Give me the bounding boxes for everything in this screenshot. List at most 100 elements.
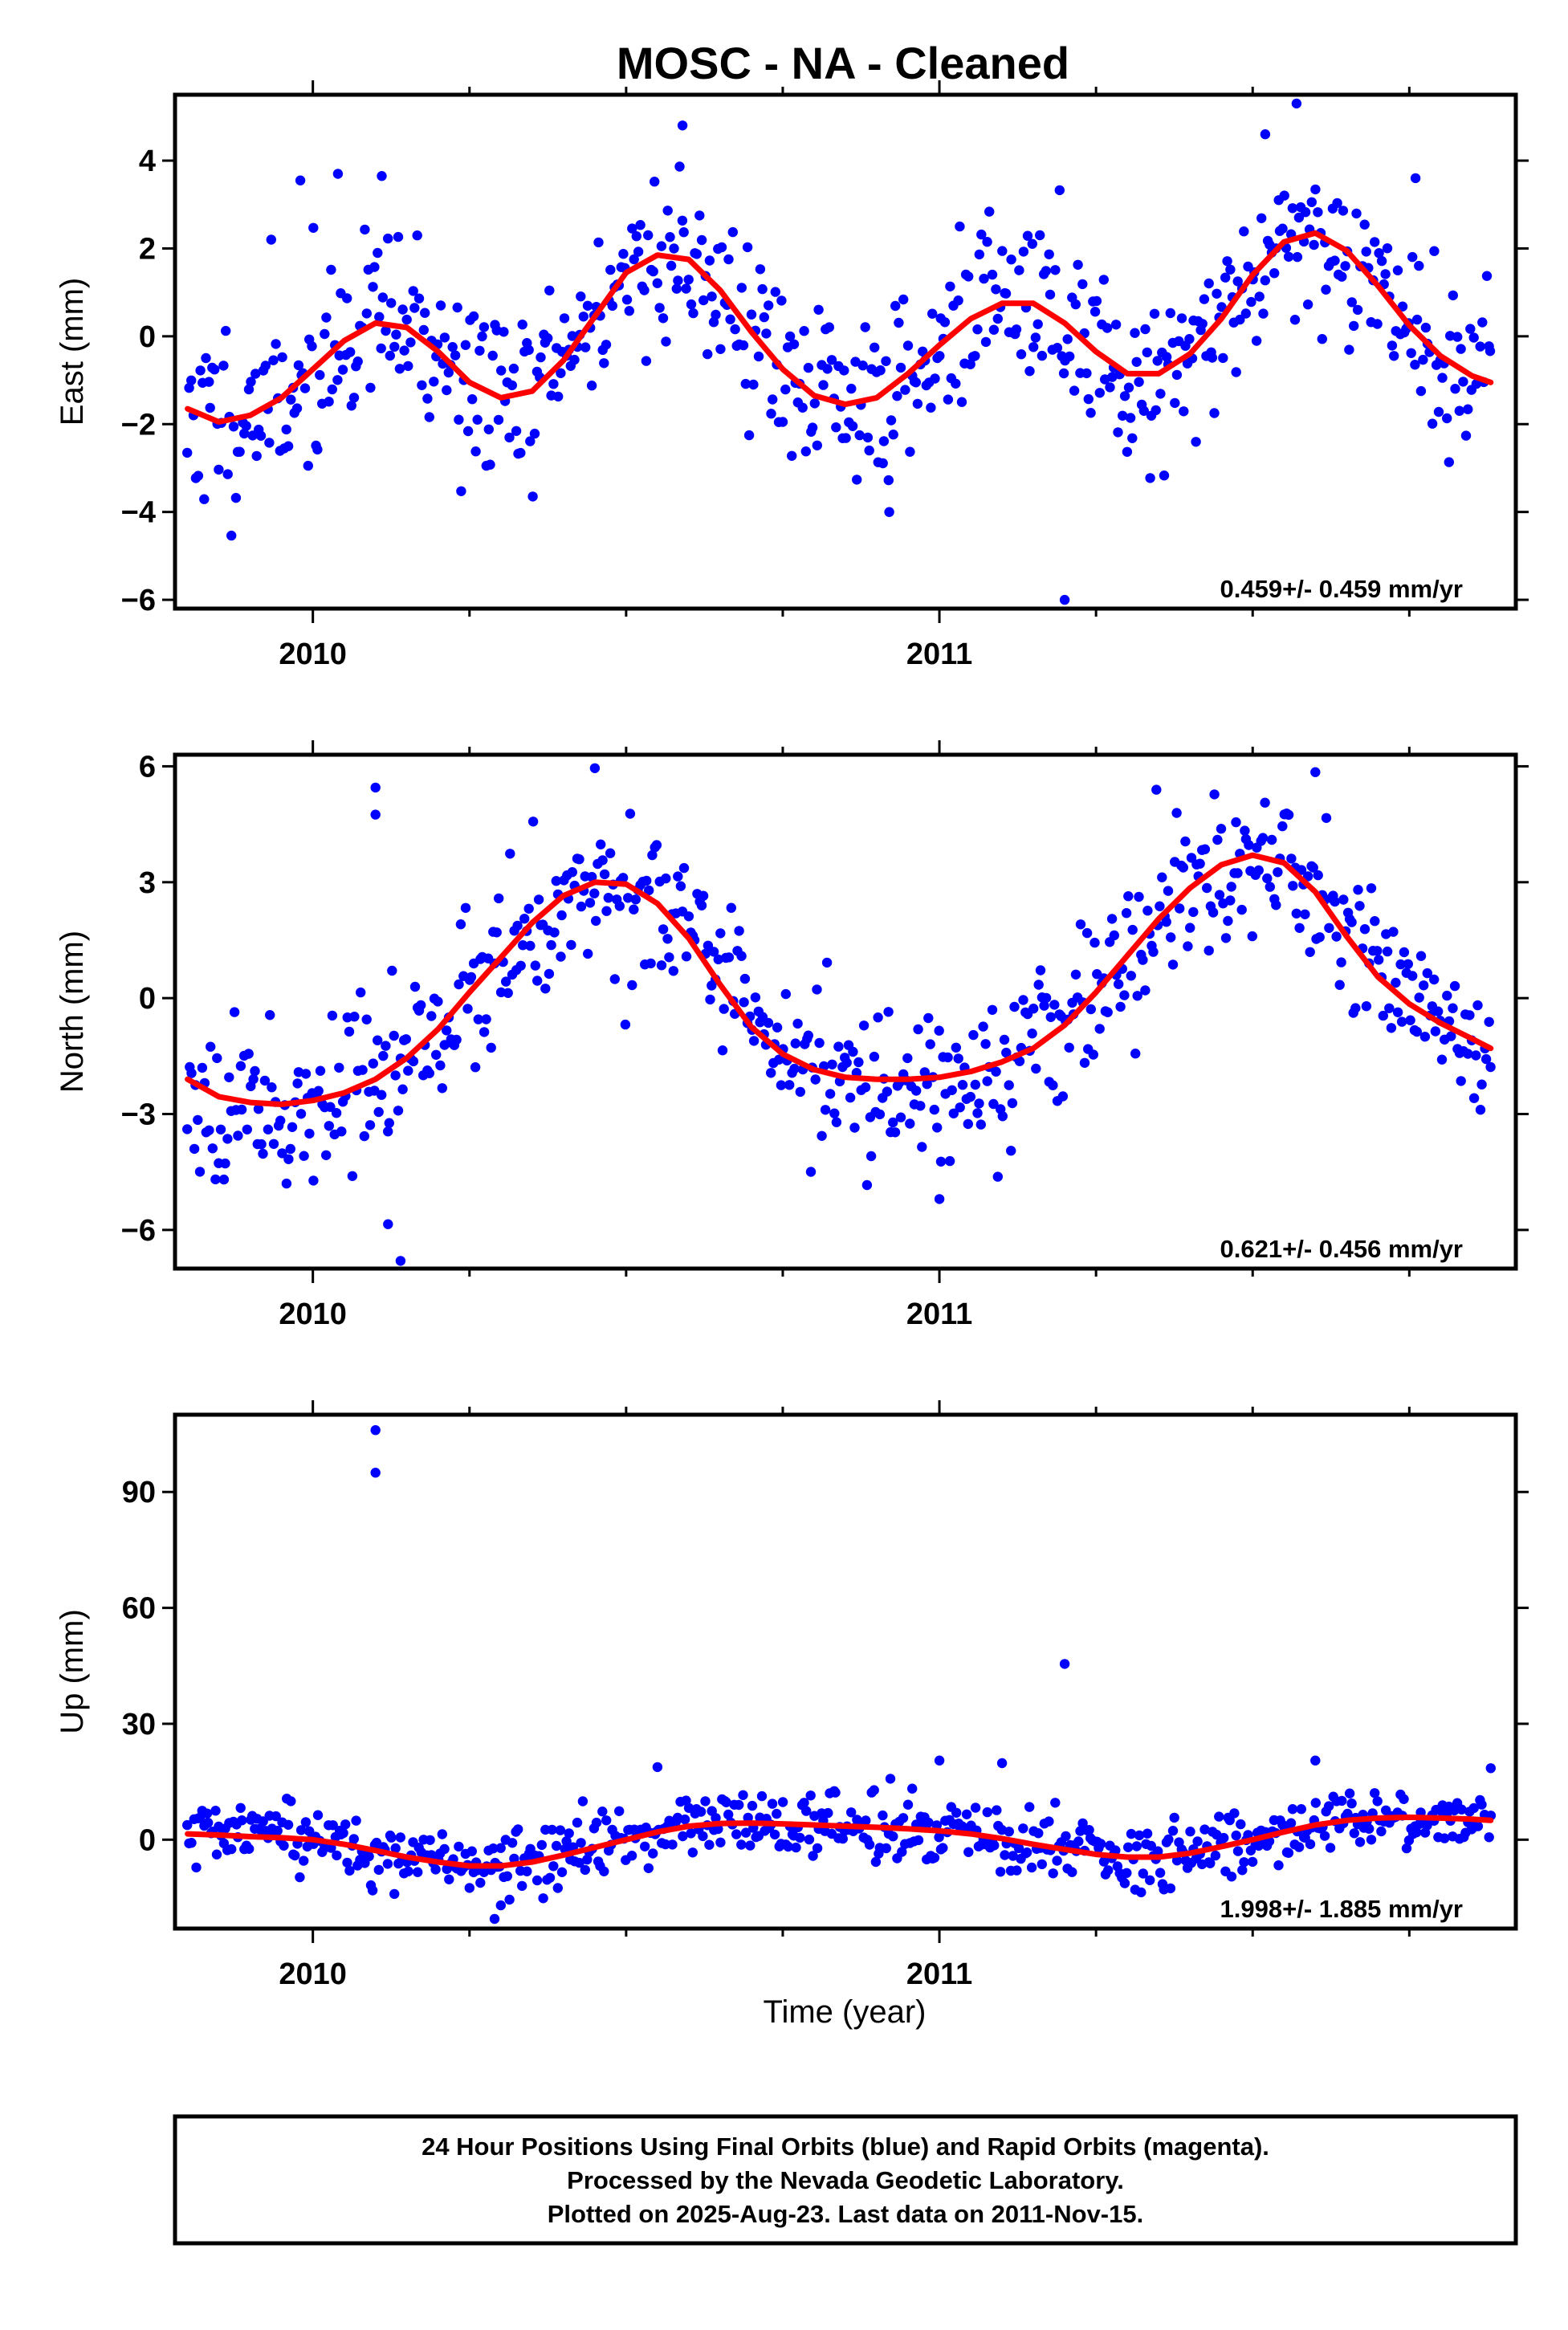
data-point [435, 1060, 446, 1071]
data-point [467, 394, 478, 405]
data-point [1353, 885, 1363, 895]
data-point [493, 414, 504, 426]
data-point [1098, 275, 1110, 285]
data-point [285, 1143, 295, 1155]
data-point [905, 1118, 915, 1129]
data-point [313, 1086, 324, 1096]
data-point [485, 459, 495, 470]
data-point [988, 324, 1000, 335]
data-point [1293, 212, 1305, 223]
data-point [963, 1847, 974, 1857]
data-point [686, 1828, 696, 1839]
data-point [300, 1069, 312, 1079]
data-point [265, 1010, 275, 1020]
data-point [730, 324, 740, 335]
data-point [1330, 255, 1340, 266]
data-point [382, 1859, 393, 1869]
data-point [845, 1092, 856, 1103]
data-point [1037, 1859, 1048, 1870]
data-point [491, 927, 502, 938]
data-point [331, 1108, 342, 1118]
outlier-point [1310, 1755, 1321, 1766]
data-point [601, 340, 612, 350]
data-point [1126, 1828, 1137, 1839]
x-tick-label: 2011 [906, 1957, 972, 1991]
data-point [525, 940, 536, 951]
data-point [740, 1827, 751, 1838]
data-point [626, 1851, 637, 1861]
data-point [576, 1838, 586, 1848]
data-point [1073, 259, 1083, 270]
data-point [391, 329, 401, 340]
data-point [795, 1832, 805, 1843]
data-point [1107, 372, 1118, 382]
data-point [864, 1839, 875, 1850]
data-point [853, 1057, 864, 1068]
data-point [1430, 1026, 1441, 1037]
data-point [1415, 951, 1427, 961]
data-point [711, 309, 721, 320]
data-point [992, 313, 1004, 324]
data-point [1122, 1868, 1132, 1878]
data-points [182, 98, 1496, 605]
data-point [1374, 955, 1384, 965]
data-point [1165, 308, 1176, 319]
data-point [698, 1831, 708, 1842]
data-point [393, 231, 404, 242]
data-point [538, 1893, 548, 1904]
data-point [246, 377, 256, 387]
data-point [668, 966, 678, 976]
data-point [1085, 1004, 1097, 1015]
fit-curve [185, 1814, 1494, 1869]
data-point [705, 994, 715, 1005]
data-point [905, 446, 915, 457]
y-tick-label: −2 [121, 408, 156, 442]
data-point [1422, 967, 1433, 979]
data-point [726, 902, 736, 913]
data-point [743, 1812, 753, 1823]
data-point [970, 1079, 981, 1090]
data-point [629, 904, 639, 914]
footer-line-2: Processed by the Nevada Geodetic Laborat… [567, 2166, 1124, 2194]
data-point [829, 1108, 840, 1118]
data-point [898, 294, 909, 305]
data-point [807, 422, 818, 433]
data-point [1081, 368, 1092, 379]
data-point [734, 1799, 744, 1811]
data-point [1031, 1063, 1041, 1074]
data-point [1351, 208, 1362, 219]
data-point [186, 1068, 197, 1078]
data-point [574, 1857, 584, 1868]
data-point [477, 331, 487, 342]
data-point [723, 1809, 734, 1820]
data-point [1142, 347, 1153, 358]
data-point [1387, 340, 1398, 351]
data-point [662, 206, 673, 216]
data-point [1013, 1843, 1024, 1854]
data-point [399, 345, 409, 356]
data-point [515, 447, 526, 458]
data-point [846, 383, 857, 394]
data-point [988, 1098, 999, 1110]
data-point [991, 284, 1001, 295]
data-point [1163, 1834, 1174, 1845]
data-point [340, 1819, 351, 1830]
data-point [347, 1171, 358, 1182]
data-point [1028, 342, 1039, 352]
data-point [1127, 433, 1138, 443]
data-point [556, 368, 566, 378]
data-point [580, 1864, 590, 1876]
data-point [586, 381, 597, 391]
data-point [926, 402, 936, 413]
data-point [1225, 264, 1236, 275]
outlier-point [1059, 1659, 1070, 1669]
data-point [888, 1117, 898, 1128]
y-axis-label: Up (mm) [55, 1609, 90, 1734]
data-point [965, 1091, 976, 1102]
data-point [1332, 198, 1342, 209]
data-point [912, 398, 923, 409]
data-point [1171, 808, 1182, 818]
data-point [527, 491, 538, 502]
data-point [443, 367, 454, 378]
data-point [1018, 1823, 1028, 1834]
